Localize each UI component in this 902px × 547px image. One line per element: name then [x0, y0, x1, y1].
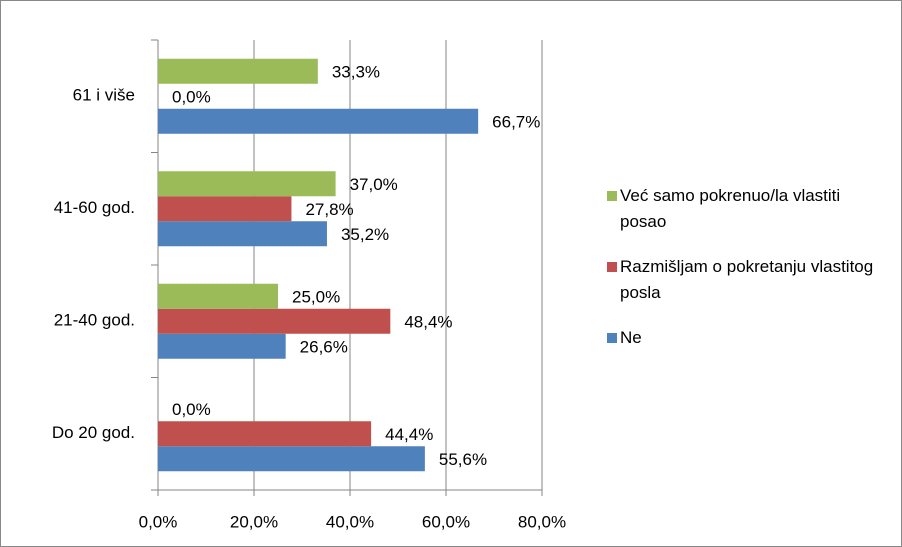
y-tick-label: Do 20 god.	[52, 423, 135, 442]
x-tick-label: 60,0%	[422, 512, 470, 531]
bar	[158, 221, 327, 247]
data-label: 44,4%	[385, 425, 433, 444]
data-label: 33,3%	[332, 63, 380, 82]
data-label: 0,0%	[172, 88, 211, 107]
data-label: 26,6%	[300, 338, 348, 357]
legend-marker	[607, 333, 617, 343]
x-tick-label: 80,0%	[518, 512, 566, 531]
data-label: 0,0%	[172, 400, 211, 419]
y-tick-label: 41-60 god.	[54, 198, 135, 217]
legend-label: Ne	[620, 328, 642, 347]
bar	[158, 333, 286, 359]
legend-marker	[607, 262, 617, 272]
data-label: 66,7%	[492, 113, 540, 132]
data-label: 25,0%	[292, 288, 340, 307]
data-label: 37,0%	[350, 175, 398, 194]
legend-marker	[607, 191, 617, 201]
bar	[158, 108, 479, 134]
bar	[158, 308, 391, 334]
x-tick-label: 20,0%	[230, 512, 278, 531]
data-label: 27,8%	[305, 200, 353, 219]
data-label: 55,6%	[439, 450, 487, 469]
bar	[158, 196, 292, 222]
bar	[158, 58, 318, 84]
x-tick-label: 0,0%	[139, 512, 178, 531]
data-label: 48,4%	[404, 313, 452, 332]
bar	[158, 421, 372, 447]
y-tick-label: 61 i više	[73, 86, 135, 105]
legend-label: Već samo pokrenuo/la vlastiti posao	[620, 186, 841, 231]
bar	[158, 283, 278, 309]
x-tick-label: 40,0%	[326, 512, 374, 531]
bar	[158, 446, 425, 472]
bar	[158, 171, 336, 197]
legend-label: Razmišljam o pokretanju vlastitog posla	[620, 257, 874, 302]
data-label: 35,2%	[341, 225, 389, 244]
y-tick-label: 21-40 god.	[54, 311, 135, 330]
